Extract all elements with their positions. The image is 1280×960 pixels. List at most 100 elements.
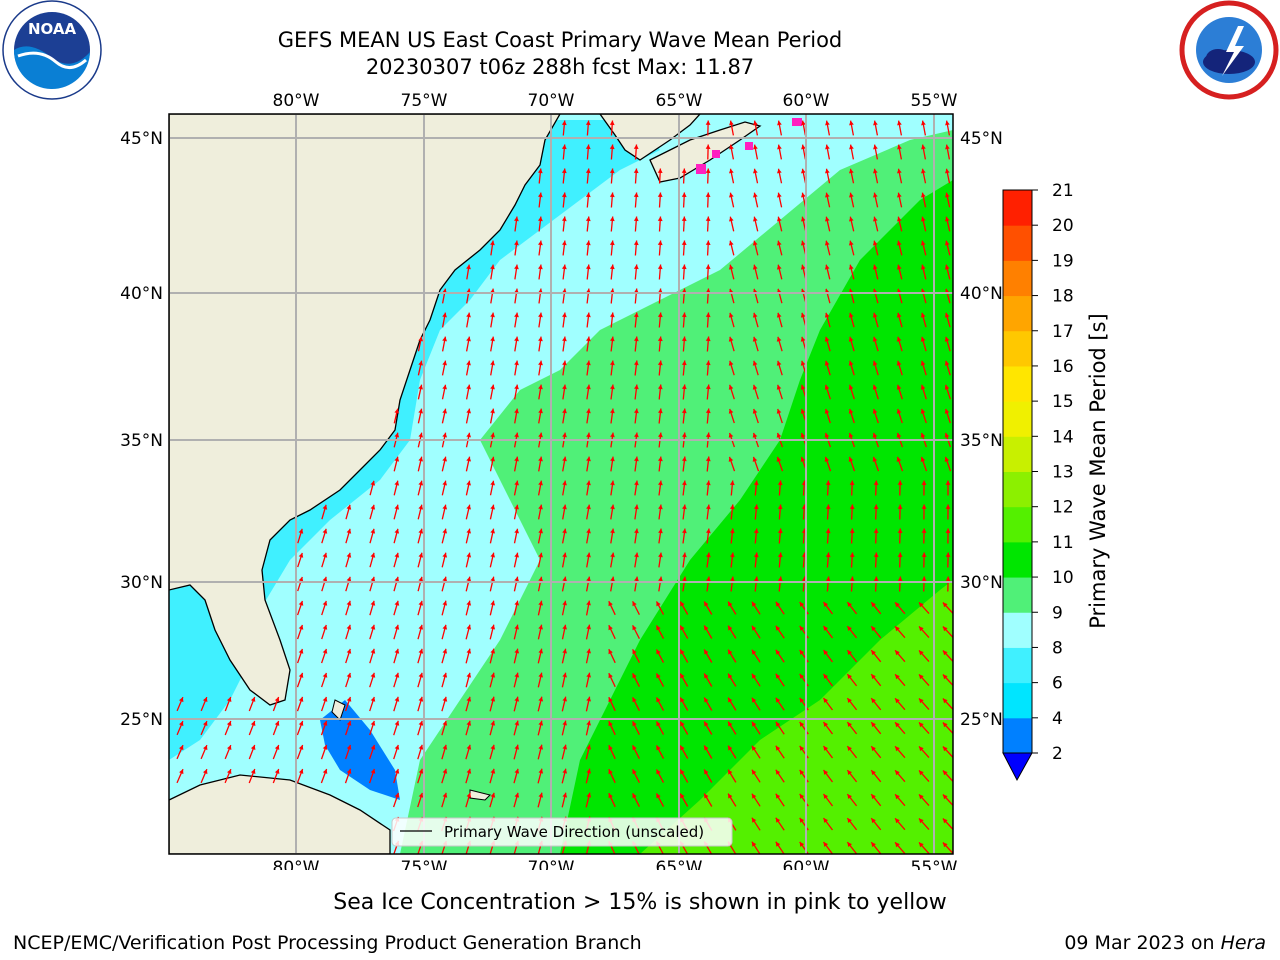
wave-arrow-head <box>681 360 687 366</box>
wave-arrow-head <box>872 336 878 342</box>
wave-arrow-head <box>919 674 924 680</box>
wave-arrow-head <box>538 192 543 198</box>
wave-arrow-head <box>824 240 830 246</box>
wave-arrow-head <box>799 793 805 799</box>
wave-arrow-head <box>250 697 256 702</box>
wave-arrow-head <box>514 312 519 318</box>
wave-arrow-head <box>490 600 496 606</box>
wave-arrow-head <box>179 745 184 751</box>
wave-arrow-head <box>562 552 567 558</box>
wave-arrow-head <box>394 624 400 630</box>
wave-arrow-head <box>656 721 661 727</box>
wave-arrow-head <box>824 360 830 366</box>
wave-arrow-head <box>728 384 734 390</box>
lat-label: 30°N <box>960 573 1003 593</box>
wave-arrow-head <box>418 648 424 654</box>
wave-arrow-head <box>775 601 781 607</box>
wave-arrow-head <box>490 696 496 702</box>
wave-arrow-head <box>466 720 472 726</box>
wave-arrow-head <box>586 600 591 606</box>
date-value: 09 Mar 2023 on <box>1064 932 1215 954</box>
wave-arrow-head <box>848 360 854 366</box>
wave-arrow-head <box>728 601 733 607</box>
colorbar-tick-label: 21 <box>1052 181 1074 201</box>
wave-arrow-head <box>706 480 711 486</box>
wave-arrow-head <box>897 528 903 533</box>
wave-arrow-head <box>322 528 328 534</box>
wave-arrow-head <box>418 480 424 486</box>
wave-arrow-head <box>799 745 805 751</box>
wave-arrow-head <box>657 240 663 246</box>
wave-arrow-head <box>776 264 782 270</box>
wave-arrow-head <box>586 504 591 510</box>
wave-arrow-head <box>609 144 615 150</box>
wave-arrow-head <box>729 192 734 198</box>
wave-arrow-head <box>849 480 855 485</box>
wave-arrow-head <box>394 720 400 726</box>
wave-arrow-head <box>849 192 854 198</box>
wave-arrow-head <box>609 192 615 198</box>
wave-arrow-head <box>370 576 376 582</box>
colorbar-tick-label: 11 <box>1052 533 1074 553</box>
wave-arrow-head <box>632 745 637 751</box>
wave-arrow-head <box>608 769 613 775</box>
land-us-east-coast <box>169 114 561 706</box>
wave-arrow-head <box>466 696 472 702</box>
wave-arrow-head <box>609 264 615 270</box>
wave-arrow-head <box>945 144 950 150</box>
wave-arrow-head <box>490 432 495 438</box>
wave-arrow-head <box>944 456 950 462</box>
wave-arrow-head <box>847 842 852 847</box>
wave-arrow-head <box>945 552 951 557</box>
wave-arrow-head <box>490 624 496 630</box>
wave-arrow-head <box>657 168 663 173</box>
period-band-6-8 <box>169 120 660 760</box>
lon-label: 70°W <box>528 858 575 870</box>
wave-arrow-head <box>442 744 448 750</box>
wave-arrow-head <box>751 721 757 727</box>
wave-arrow-head <box>562 792 568 798</box>
wave-arrow-head <box>753 552 759 558</box>
wave-arrow-head <box>608 625 613 631</box>
wave-arrow-head <box>633 312 639 318</box>
wave-arrow-head <box>514 240 519 246</box>
wave-arrow-head <box>538 336 543 342</box>
wave-arrow-head <box>896 312 902 318</box>
wave-arrow-head <box>895 842 900 848</box>
wave-arrow-head <box>729 216 734 222</box>
wave-arrow-head <box>274 721 280 726</box>
wave-arrow-head <box>751 601 757 607</box>
colorbar-swatch <box>1003 436 1032 472</box>
wave-arrow-head <box>896 240 902 246</box>
wave-arrow-head <box>799 673 805 679</box>
wave-arrow-head <box>871 746 876 752</box>
wave-arrow-head <box>706 528 711 534</box>
colorbar-swatch <box>1003 260 1032 297</box>
wave-arrow-head <box>776 360 782 366</box>
wave-arrow-head <box>466 456 471 462</box>
wave-arrow-head <box>442 408 447 414</box>
wave-arrow-head <box>801 144 806 150</box>
lat-label: 45°N <box>120 129 163 149</box>
wave-arrow-head <box>442 552 448 558</box>
wave-arrow-head <box>538 264 543 270</box>
wave-arrow-head <box>608 697 613 703</box>
wave-arrow-head <box>586 792 592 798</box>
wave-arrow-head <box>562 264 567 270</box>
wave-arrow-head <box>897 168 902 174</box>
wave-arrow-head <box>825 216 830 222</box>
wave-arrow-head <box>752 264 758 270</box>
wave-arrow-head <box>706 576 711 582</box>
wave-arrow-head <box>849 120 854 126</box>
wave-arrow-head <box>728 697 733 703</box>
wave-arrow-head <box>704 601 709 607</box>
wave-arrow-head <box>490 456 495 462</box>
wave-arrow-head <box>942 722 948 728</box>
wave-arrow-head <box>658 384 663 390</box>
wave-arrow-head <box>920 408 926 414</box>
wave-arrow-head <box>895 626 900 632</box>
wave-arrow-head <box>657 312 663 318</box>
wave-arrow-head <box>945 192 950 198</box>
wave-arrow-head <box>585 144 591 150</box>
wave-arrow-head <box>490 312 495 318</box>
